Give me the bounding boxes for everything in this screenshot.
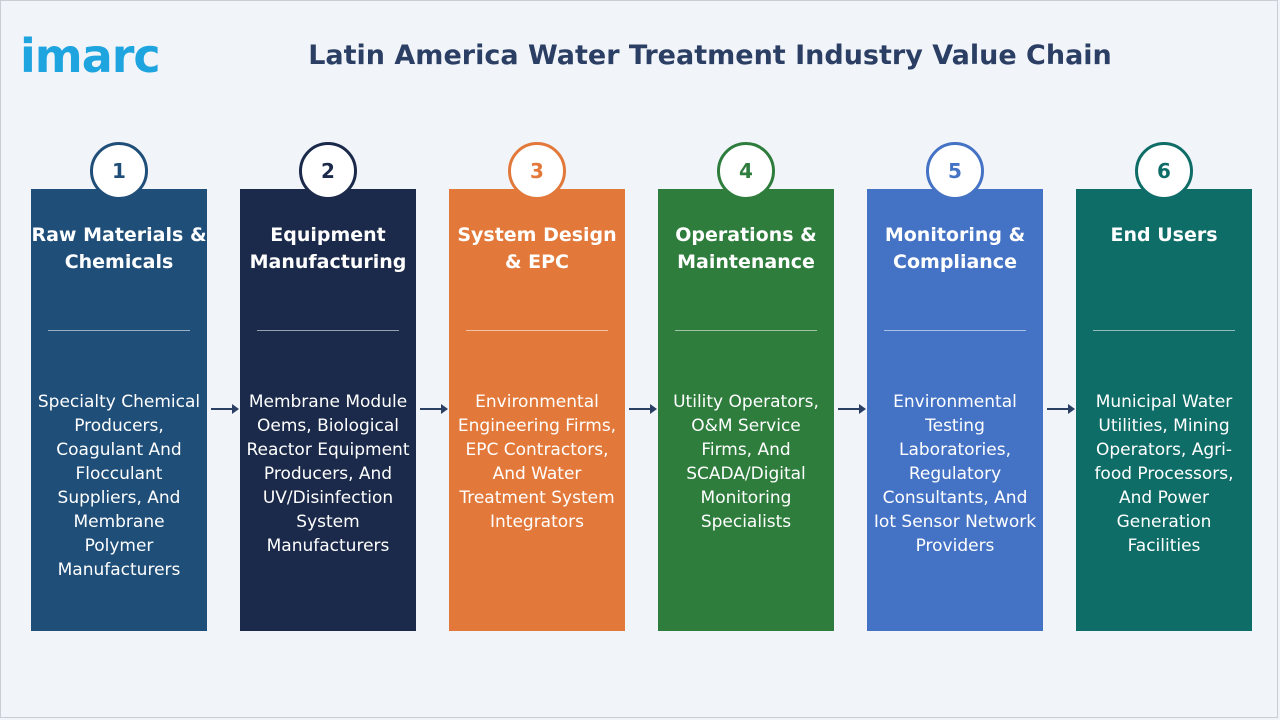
stage-column-4: Operations & Maintenance Utility Operator… xyxy=(658,189,834,631)
stage-description: Environmental Engineering Firms, EPC Con… xyxy=(457,392,617,532)
arrow-right-icon xyxy=(838,404,866,414)
stage-number-badge: 1 xyxy=(90,142,148,200)
arrow-right-icon xyxy=(629,404,657,414)
stage-number-badge: 6 xyxy=(1135,142,1193,200)
stage-number-badge: 3 xyxy=(508,142,566,200)
stage-column-1: Raw Materials & Chemicals Specialty Chemi… xyxy=(31,189,207,631)
stage-heading: Equipment Manufacturing xyxy=(249,224,407,273)
stage-column-5: Monitoring & Compliance Environmental Tes… xyxy=(867,189,1043,631)
stage-divider xyxy=(466,330,608,331)
stage-description: Membrane Module Oems, Biological Reactor… xyxy=(246,392,410,556)
stage-divider xyxy=(48,330,190,331)
stage-column-6: End Users Municipal Water Utilities, Mini… xyxy=(1076,189,1252,631)
stage-heading: End Users xyxy=(1110,224,1218,246)
stage-column-3: System Design & EPC Environmental Enginee… xyxy=(449,189,625,631)
stage-heading: Operations & Maintenance xyxy=(675,224,817,273)
stage-description: Utility Operators, O&M Service Firms, An… xyxy=(673,392,819,532)
stage-column-2: Equipment Manufacturing Membrane Module O… xyxy=(240,189,416,631)
stage-heading: System Design & EPC xyxy=(457,224,617,273)
stage-heading: Monitoring & Compliance xyxy=(884,224,1026,273)
stage-divider xyxy=(257,330,399,331)
stage-description: Municipal Water Utilities, Mining Operat… xyxy=(1094,392,1234,556)
stage-number-badge: 4 xyxy=(717,142,775,200)
stage-description: Specialty Chemical Producers, Coagulant … xyxy=(37,392,201,580)
stage-divider xyxy=(675,330,817,331)
stage-divider xyxy=(1093,330,1235,331)
imarc-logo: imarc xyxy=(20,29,161,83)
stage-heading: Raw Materials & Chemicals xyxy=(31,224,207,273)
arrow-right-icon xyxy=(1047,404,1075,414)
page-title: Latin America Water Treatment Industry V… xyxy=(308,40,1112,71)
arrow-right-icon xyxy=(211,404,239,414)
stage-number-badge: 5 xyxy=(926,142,984,200)
stage-description: Environmental Testing Laboratories, Regu… xyxy=(873,392,1037,556)
stage-divider xyxy=(884,330,1026,331)
arrow-right-icon xyxy=(420,404,448,414)
stage-number-badge: 2 xyxy=(299,142,357,200)
